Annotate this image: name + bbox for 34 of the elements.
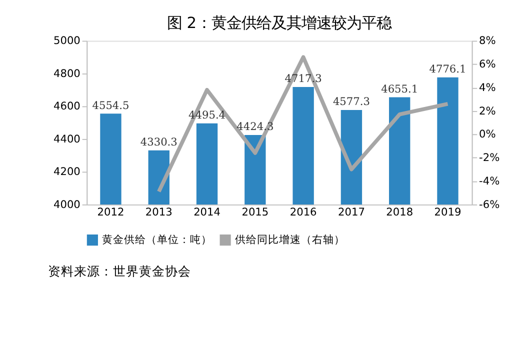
data-label: 4330.3 [140,136,178,149]
x-tick-label: 2014 [194,206,221,219]
x-tick-label: 2013 [145,206,172,219]
y2-tick-label: 4% [479,82,496,94]
data-label: 4424.3 [236,121,274,134]
y2-tick-label: -2% [479,152,500,164]
x-tick-label: 2015 [242,206,269,219]
x-tick-label: 2012 [97,206,124,219]
y2-tick-label: -4% [479,175,500,188]
y-tick-label: 4800 [53,68,81,80]
y-tick-label: 4000 [53,198,81,211]
chart-title: 图 2：黄金供给及其增速较为平稳 [166,14,392,32]
x-tick-label: 2016 [290,206,318,219]
data-label: 4717.3 [284,73,322,86]
legend-label: 黄金供给（单位：吨） [102,232,212,246]
legend-label: 供给同比增速（右轴） [234,232,345,246]
x-tick-label: 2018 [386,206,414,219]
y2-tick-label: 0% [479,128,496,141]
y-tick-label: 4600 [53,100,81,113]
y-tick-label: 4400 [53,133,81,146]
y2-tick-label: 6% [479,58,496,71]
y2-tick-label: -6% [479,198,500,211]
y-tick-label: 5000 [53,35,81,48]
y-tick-label: 4200 [53,166,81,178]
y2-tick-label: 2% [479,105,496,118]
x-tick-label: 2017 [338,206,365,219]
data-label: 4776.1 [429,64,466,76]
text: 资料来源：世界黄金协会 [48,264,192,279]
data-label: 4577.3 [332,96,370,108]
data-label: 4554.5 [92,100,130,112]
data-label: 4655.1 [381,83,418,96]
x-tick-label: 2019 [434,206,462,219]
y2-tick-label: 8% [479,35,496,48]
data-label: 4495.4 [188,110,226,122]
